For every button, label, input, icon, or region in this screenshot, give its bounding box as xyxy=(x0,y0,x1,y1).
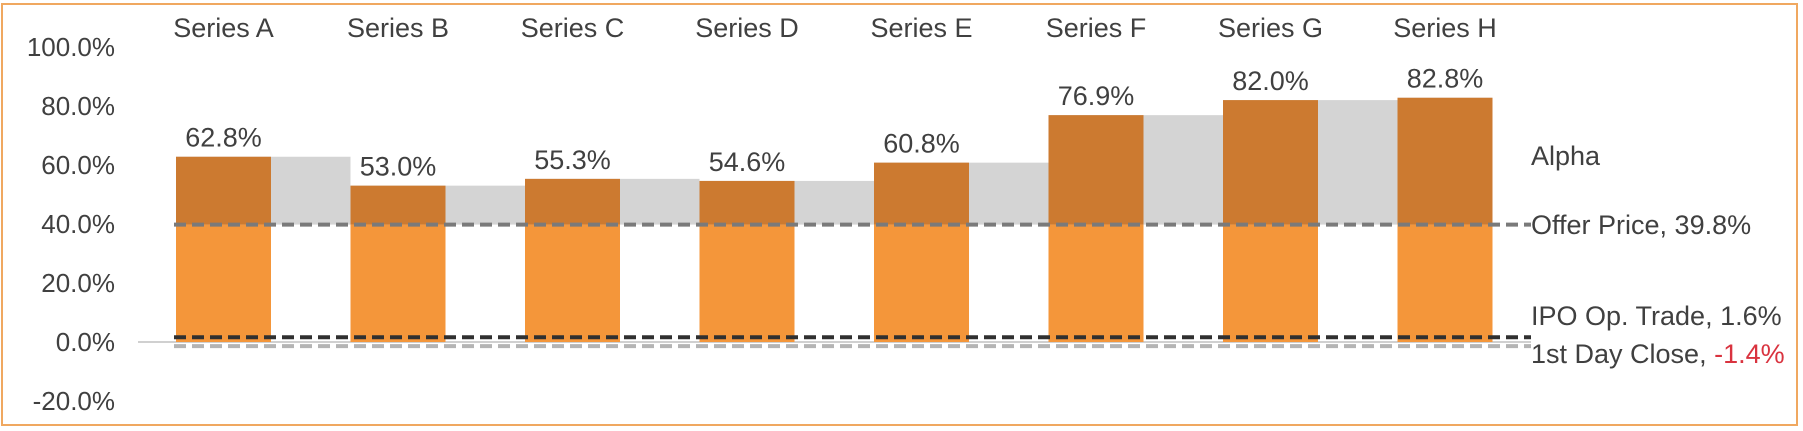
y-tick-label: 80.0% xyxy=(41,91,115,121)
bar-lower-8 xyxy=(1397,224,1493,342)
bar-upper-4 xyxy=(699,180,795,225)
bars-layer xyxy=(176,97,1493,342)
bar-lower-4 xyxy=(699,224,795,342)
y-tick-label: -20.0% xyxy=(33,386,115,416)
bar-lower-1 xyxy=(176,224,271,342)
series-legend-alpha: Alpha xyxy=(1531,141,1601,171)
bar-upper-5 xyxy=(874,162,969,225)
bar-value-label: 60.8% xyxy=(883,129,960,159)
offer-price-label-text: Offer Price, xyxy=(1531,210,1675,240)
bar-lower-7 xyxy=(1223,224,1318,342)
bar-lower-2 xyxy=(350,224,446,342)
y-tick-label: 0.0% xyxy=(56,327,115,357)
bar-value-label: 76.9% xyxy=(1058,81,1135,111)
ipo-op-trade-label: IPO Op. Trade, 1.6% xyxy=(1531,301,1782,331)
bar-value-label: 55.3% xyxy=(534,145,611,175)
category-label: Series G xyxy=(1218,13,1323,43)
bar-upper-2 xyxy=(350,185,446,225)
bar-value-label: 54.6% xyxy=(709,147,786,177)
category-labels: Series A Series B Series C Series D Series E… xyxy=(173,13,1497,43)
value-labels: 62.8% 53.0% 55.3% 54.6% 60.8% 76.9% 82.0% 82.8% xyxy=(185,64,1483,182)
category-label: Series F xyxy=(1046,13,1147,43)
first-day-close-label: 1st Day Close, -1.4% xyxy=(1531,339,1785,369)
category-label: Series B xyxy=(347,13,449,43)
ipo-op-trade-value: 1.6% xyxy=(1720,301,1782,331)
bar-lower-3 xyxy=(525,224,620,342)
bar-lower-5 xyxy=(874,224,969,342)
bar-upper-1 xyxy=(176,156,271,225)
bar-upper-3 xyxy=(525,178,620,225)
bar-upper-6 xyxy=(1048,115,1144,225)
ipo-op-trade-label-text: IPO Op. Trade, xyxy=(1531,301,1720,331)
y-tick-label: 20.0% xyxy=(41,268,115,298)
y-tick-label: 60.0% xyxy=(41,150,115,180)
category-label: Series H xyxy=(1393,13,1497,43)
category-label: Series E xyxy=(870,13,972,43)
reference-lines-layer xyxy=(174,222,1531,349)
offer-price-value: 39.8% xyxy=(1675,210,1752,240)
bar-value-label: 82.8% xyxy=(1407,64,1484,94)
category-label: Series A xyxy=(173,13,274,43)
first-day-close-value: -1.4% xyxy=(1714,339,1785,369)
bar-value-label: 82.0% xyxy=(1232,66,1309,96)
y-tick-label: 100.0% xyxy=(27,32,115,62)
y-tick-label: 40.0% xyxy=(41,209,115,239)
bar-upper-7 xyxy=(1223,100,1318,225)
bar-upper-8 xyxy=(1397,97,1493,225)
step-area-layer xyxy=(138,97,1531,343)
bar-value-label: 62.8% xyxy=(185,123,262,153)
first-day-close-label-text: 1st Day Close, xyxy=(1531,339,1714,369)
y-axis: 100.0% 80.0% 60.0% 40.0% 20.0% 0.0% -20.0% xyxy=(27,32,115,416)
bar-lower-6 xyxy=(1048,224,1144,342)
category-label: Series D xyxy=(695,13,799,43)
offer-price-label: Offer Price, 39.8% xyxy=(1531,210,1751,240)
bar-value-label: 53.0% xyxy=(360,152,437,182)
category-label: Series C xyxy=(521,13,625,43)
chart-frame xyxy=(1,3,1798,426)
